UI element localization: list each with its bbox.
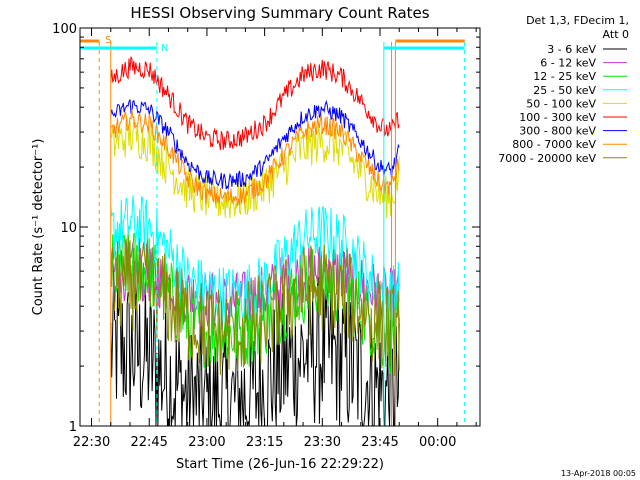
series-layer	[110, 56, 400, 427]
x-tick-label: 23:00	[188, 435, 225, 450]
y-tick-label: 1	[69, 420, 77, 435]
legend-label-0: 3 - 6 keV	[547, 43, 596, 56]
axis-layer: 22:30 22:45 23:00 23:15 23:30 23:45 00:00 1 10 10…	[52, 22, 480, 450]
y-tick-label: 100	[52, 22, 77, 37]
series-line-8	[110, 237, 400, 377]
legend-label-6: 300 - 800 keV	[519, 125, 596, 138]
y-axis-label: Count Rate (s⁻¹ detector⁻¹)	[31, 139, 46, 316]
legend-label-2: 12 - 25 keV	[533, 70, 596, 83]
y-tick-label: 10	[60, 221, 77, 236]
footer-timestamp: 13-Apr-2018 00:05	[561, 469, 636, 478]
legend-header-line-2: Att 0	[603, 28, 629, 41]
legend-label-1: 6 - 12 keV	[540, 57, 596, 70]
series-line-5	[110, 56, 400, 151]
legend-label-3: 25 - 50 keV	[533, 84, 596, 97]
saa-marker-label: S	[105, 35, 111, 46]
legend-header-line-1: Det 1,3, FDecim 1,	[526, 14, 629, 27]
x-tick-label: 23:45	[361, 435, 398, 450]
legend-label-7: 800 - 7000 keV	[512, 138, 596, 151]
series-line-6	[110, 99, 400, 190]
series-line-1	[110, 242, 400, 330]
legend-label-4: 50 - 100 keV	[526, 97, 596, 110]
x-tick-label: 22:45	[130, 435, 167, 450]
night-marker-label: N	[161, 43, 168, 54]
x-axis-label: Start Time (26-Jun-16 22:29:22)	[176, 457, 384, 472]
legend-label-8: 7000 - 20000 keV	[498, 152, 596, 165]
legend-label-5: 100 - 300 keV	[519, 111, 596, 124]
x-tick-label: 23:15	[246, 435, 283, 450]
x-tick-label: 00:00	[419, 435, 456, 450]
x-tick-label: 22:30	[73, 435, 110, 450]
x-tick-label: 23:30	[304, 435, 341, 450]
series-line-4	[110, 118, 400, 219]
series-line-7	[110, 109, 400, 206]
chart-title: HESSI Observing Summary Count Rates	[130, 4, 429, 22]
overlay-layer: SN	[80, 35, 466, 426]
